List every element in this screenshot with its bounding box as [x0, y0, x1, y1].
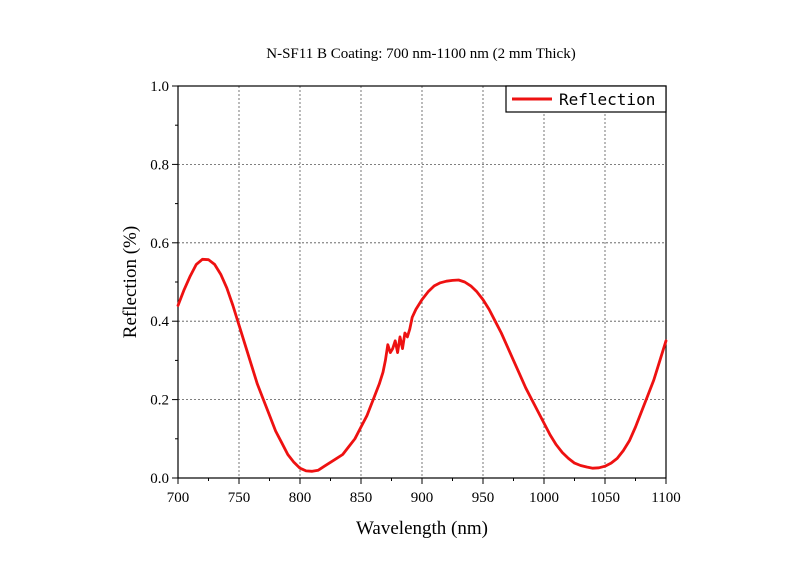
x-tick-label: 1050: [590, 490, 620, 506]
chart-title: N-SF11 B Coating: 700 nm-1100 nm (2 mm T…: [266, 46, 575, 62]
x-tick-labels: 700 750 800 850 900 950 1000 1050 1100: [167, 490, 681, 506]
y-tick-label: 0.0: [150, 471, 169, 487]
y-tick-label: 0.8: [150, 157, 169, 173]
series-line-reflection: [176, 257, 668, 473]
legend-label: Reflection: [559, 90, 655, 109]
y-tick-label: 1.0: [150, 79, 169, 95]
legend: Reflection: [505, 85, 667, 113]
y-axis-label: Reflection (%): [120, 226, 141, 338]
x-tick-label: 1000: [529, 490, 559, 506]
x-tick-label: 1100: [651, 490, 680, 506]
x-tick-label: 800: [289, 490, 312, 506]
x-tick-label: 900: [411, 490, 434, 506]
y-tick-label: 0.6: [150, 236, 169, 252]
x-axis-label: Wavelength (nm): [356, 518, 488, 539]
y-tick-labels: 0.0 0.2 0.4 0.6 0.8 1.0: [150, 79, 169, 487]
y-tick-label: 0.4: [150, 314, 169, 330]
x-tick-label: 950: [472, 490, 495, 506]
x-tick-label: 850: [350, 490, 373, 506]
x-tick-label: 750: [228, 490, 251, 506]
axis-ticks: [172, 85, 667, 484]
y-tick-label: 0.2: [150, 393, 169, 409]
grid-lines: [178, 86, 666, 478]
x-tick-label: 700: [167, 490, 190, 506]
